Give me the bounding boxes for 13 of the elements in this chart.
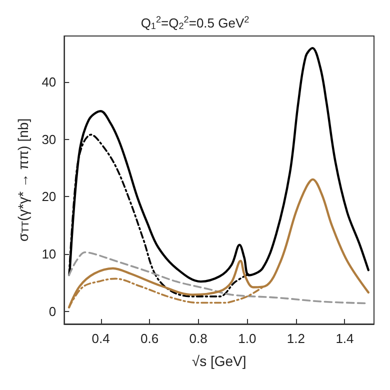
- y-tick-label: 10: [42, 246, 56, 262]
- x-axis-title: √s [GeV]: [192, 353, 246, 369]
- y-tick-label: 0: [48, 304, 56, 319]
- x-tick-label: 1.0: [238, 331, 256, 346]
- y-tick-label: 30: [42, 132, 56, 147]
- x-tick-label: 1.4: [336, 331, 354, 346]
- x-tick-label: 0.6: [140, 331, 159, 346]
- x-tick-label: 0.8: [189, 331, 208, 346]
- y-tick-label: 40: [42, 74, 56, 90]
- x-tick-label: 1.2: [286, 331, 305, 346]
- y-axis-title: σTT(γ*γ* → ππ) [nb]: [15, 118, 32, 242]
- y-tick-label: 20: [42, 189, 56, 204]
- x-tick-label: 0.4: [92, 331, 110, 346]
